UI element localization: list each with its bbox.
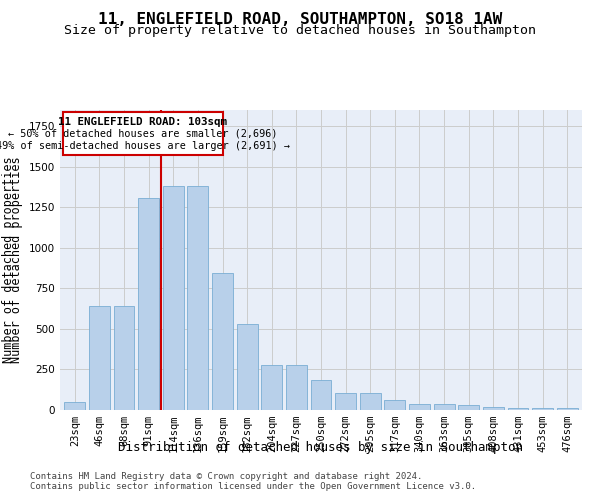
Text: Size of property relative to detached houses in Southampton: Size of property relative to detached ho… <box>64 24 536 37</box>
Bar <box>89 306 110 410</box>
Y-axis label: Number of detached properties: Number of detached properties <box>10 156 23 364</box>
Bar <box>409 404 430 410</box>
Bar <box>311 380 331 410</box>
Bar <box>532 408 553 410</box>
Text: 11 ENGLEFIELD ROAD: 103sqm: 11 ENGLEFIELD ROAD: 103sqm <box>58 117 227 127</box>
Bar <box>187 186 208 410</box>
Bar <box>335 393 356 410</box>
Bar <box>63 112 223 156</box>
Bar <box>360 393 381 410</box>
Text: Number of detached properties: Number of detached properties <box>2 156 16 364</box>
Text: ← 50% of detached houses are smaller (2,696): ← 50% of detached houses are smaller (2,… <box>8 129 278 139</box>
Bar <box>113 306 134 410</box>
Bar <box>261 366 282 410</box>
Bar <box>64 402 85 410</box>
Text: Distribution of detached houses by size in Southampton: Distribution of detached houses by size … <box>119 441 523 454</box>
Text: Contains HM Land Registry data © Crown copyright and database right 2024.: Contains HM Land Registry data © Crown c… <box>30 472 422 481</box>
Bar <box>508 408 529 410</box>
Bar <box>286 366 307 410</box>
Text: 49% of semi-detached houses are larger (2,691) →: 49% of semi-detached houses are larger (… <box>0 141 290 151</box>
Text: 11, ENGLEFIELD ROAD, SOUTHAMPTON, SO18 1AW: 11, ENGLEFIELD ROAD, SOUTHAMPTON, SO18 1… <box>98 12 502 28</box>
Bar <box>458 405 479 410</box>
Bar <box>434 404 455 410</box>
Bar <box>483 407 504 410</box>
Bar <box>163 186 184 410</box>
Bar <box>385 400 406 410</box>
Bar <box>212 273 233 410</box>
Bar <box>557 408 578 410</box>
Bar <box>236 324 257 410</box>
Text: Contains public sector information licensed under the Open Government Licence v3: Contains public sector information licen… <box>30 482 476 491</box>
Bar <box>138 198 159 410</box>
